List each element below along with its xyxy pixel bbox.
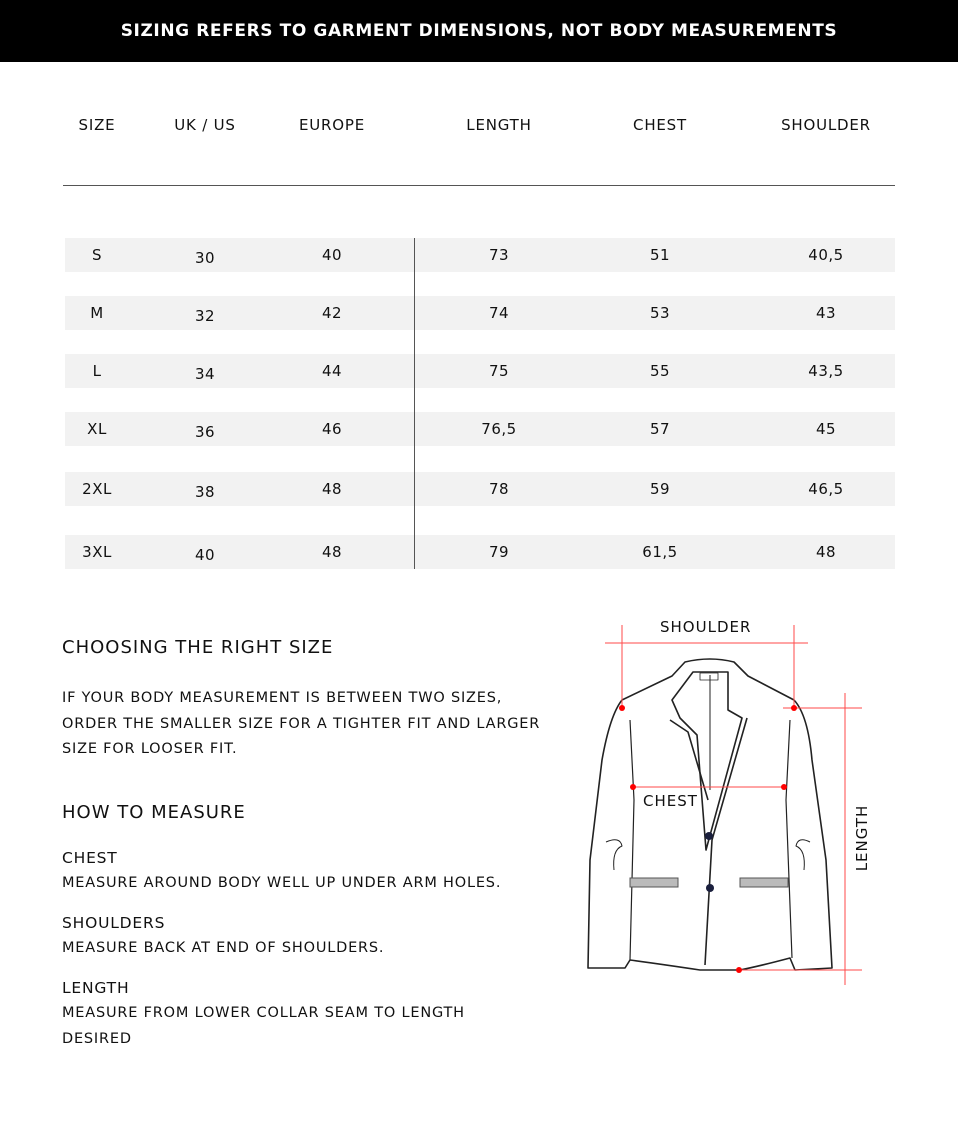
table-cell: L [92, 362, 102, 380]
table-row: L 34 44 75 55 43,5 [65, 354, 895, 388]
column-header: LENGTH [466, 116, 532, 134]
table-cell: 48 [815, 543, 837, 561]
shoulder-label: SHOULDER [660, 618, 752, 636]
chest-label: CHEST [62, 849, 118, 867]
pocket-flaps [629, 877, 789, 888]
table-cell: 43,5 [808, 362, 844, 380]
length-diagram-label: LENGTH [853, 804, 871, 872]
banner: SIZING REFERS TO GARMENT DIMENSIONS, NOT… [0, 0, 958, 62]
header-divider [63, 185, 895, 186]
table-cell: 78 [488, 480, 510, 498]
button-icon [706, 884, 714, 892]
column-header: CHEST [633, 116, 687, 134]
table-cell: 48 [321, 480, 343, 498]
table-cell: 79 [488, 543, 510, 561]
table-cell: 34 [194, 365, 216, 383]
shoulders-label: SHOULDERS [62, 914, 166, 932]
table-cell: 51 [649, 246, 671, 264]
table-cell: 40,5 [808, 246, 844, 264]
table-cell: 59 [649, 480, 671, 498]
table-cell: 32 [194, 307, 216, 325]
table-cell: 61,5 [642, 543, 678, 561]
table-cell: 30 [194, 249, 216, 267]
column-divider [414, 238, 415, 569]
table-cell: S [91, 246, 103, 264]
table-cell: 46 [321, 420, 343, 438]
length-label: LENGTH [62, 979, 130, 997]
button-icon [705, 832, 713, 840]
column-header: EUROPE [298, 116, 366, 134]
chest-text: MEASURE AROUND BODY WELL UP UNDER ARM HO… [62, 875, 502, 891]
table-cell: 43 [815, 304, 837, 322]
table-cell: 2XL [82, 480, 112, 498]
shoulders-text: MEASURE BACK AT END OF SHOULDERS. [62, 940, 385, 956]
table-row: 3XL 40 48 79 61,5 48 [65, 535, 895, 569]
table-cell: 75 [488, 362, 510, 380]
column-header: SIZE [78, 116, 116, 134]
table-cell: XL [87, 420, 107, 438]
table-cell: 73 [488, 246, 510, 264]
table-cell: 45 [815, 420, 837, 438]
measurement-points [619, 705, 797, 973]
table-cell: 36 [194, 423, 216, 441]
table-row: S 30 40 73 51 40,5 [65, 238, 895, 272]
table-cell: 55 [649, 362, 671, 380]
choosing-title: CHOOSING THE RIGHT SIZE [62, 637, 334, 658]
table-cell: 74 [488, 304, 510, 322]
column-header: UK / US [174, 116, 236, 134]
table-row: M 32 42 74 53 43 [65, 296, 895, 330]
table-cell: 46,5 [808, 480, 844, 498]
table-cell: 53 [649, 304, 671, 322]
table-cell: 76,5 [481, 420, 517, 438]
how-to-measure-title: HOW TO MEASURE [62, 802, 246, 823]
table-cell: 44 [321, 362, 343, 380]
table-cell: 48 [321, 543, 343, 561]
table-cell: M [90, 304, 104, 322]
table-cell: 38 [194, 483, 216, 501]
table-cell: 40 [194, 546, 216, 564]
table-cell: 40 [321, 246, 343, 264]
chest-diagram-label: CHEST [643, 792, 698, 810]
column-header: SHOULDER [781, 116, 871, 134]
choosing-text: IF YOUR BODY MEASUREMENT IS BETWEEN TWO … [62, 690, 541, 757]
table-row: XL 36 46 76,5 57 45 [65, 412, 895, 446]
table-cell: 42 [321, 304, 343, 322]
length-text: MEASURE FROM LOWER COLLAR SEAM TO LENGTH… [62, 1005, 465, 1047]
table-row: 2XL 38 48 78 59 46,5 [65, 472, 895, 506]
table-cell: 3XL [82, 543, 112, 561]
table-cell: 57 [649, 420, 671, 438]
